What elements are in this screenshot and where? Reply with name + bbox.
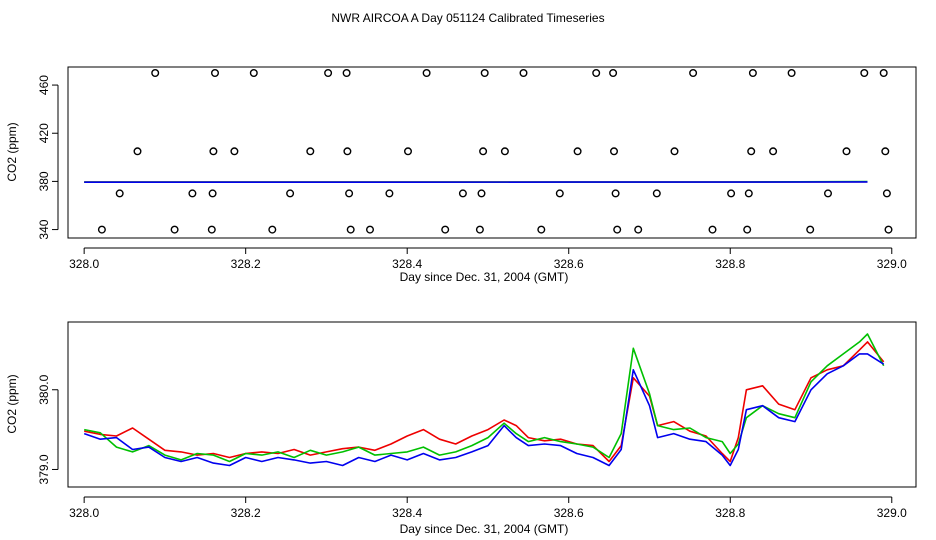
data-point <box>115 189 124 198</box>
x-tick-label: 329.0 <box>877 506 907 520</box>
bottom-panel-line: 328.0 328.2 328.4 328.6 328.8 329.0 379.0 380.… <box>5 321 917 536</box>
x-tick-label: 328.0 <box>69 257 99 271</box>
x-tick-label: 328.8 <box>715 257 745 271</box>
y-tick-label: 379.0 <box>37 454 51 484</box>
data-point <box>458 189 467 198</box>
bottom-panel-frame <box>67 321 917 488</box>
data-point <box>249 68 258 77</box>
bottom-series-lines <box>83 333 885 467</box>
data-point <box>744 189 753 198</box>
data-point <box>573 147 582 156</box>
data-point <box>727 189 736 198</box>
data-point <box>537 225 546 234</box>
top-x-axis: 328.0 328.2 328.4 328.6 328.8 329.0 <box>69 247 907 271</box>
data-point <box>477 189 486 198</box>
data-point <box>842 147 851 156</box>
data-point <box>188 189 197 198</box>
data-point <box>652 189 661 198</box>
data-point <box>209 147 218 156</box>
x-tick-label: 329.0 <box>877 257 907 271</box>
x-tick-label: 328.6 <box>554 257 584 271</box>
top-panel-scatter: 328.0 328.2 328.4 328.6 328.8 329.0 340 380 420… <box>5 66 917 284</box>
data-point <box>286 189 295 198</box>
data-point <box>747 147 756 156</box>
y-tick-label: 380.0 <box>37 374 51 404</box>
data-point <box>441 225 450 234</box>
y-tick-label: 340 <box>37 219 51 239</box>
data-point <box>610 147 619 156</box>
data-point <box>787 68 796 77</box>
data-point <box>824 189 833 198</box>
bottom-x-axis: 328.0 328.2 328.4 328.6 328.8 329.0 <box>69 496 907 520</box>
data-point <box>634 225 643 234</box>
x-tick-label: 328.6 <box>554 506 584 520</box>
data-point <box>592 68 601 77</box>
x-tick-label: 328.4 <box>392 506 422 520</box>
top-points <box>97 68 893 234</box>
data-point <box>879 68 888 77</box>
data-point <box>151 68 160 77</box>
data-point <box>208 189 217 198</box>
data-point <box>324 68 333 77</box>
data-point <box>480 68 489 77</box>
data-point <box>97 225 106 234</box>
data-point <box>422 68 431 77</box>
data-point <box>806 225 815 234</box>
data-point <box>882 189 891 198</box>
x-tick-label: 328.2 <box>231 257 261 271</box>
data-point <box>743 225 752 234</box>
data-point <box>670 147 679 156</box>
data-point <box>475 225 484 234</box>
data-point <box>210 68 219 77</box>
data-point <box>611 189 620 198</box>
x-tick-label: 328.8 <box>715 506 745 520</box>
bottom-y-axis: 379.0 380.0 <box>37 374 59 484</box>
top-series-lines <box>84 180 868 183</box>
x-tick-label: 328.4 <box>392 257 422 271</box>
top-x-axis-label: Day since Dec. 31, 2004 (GMT) <box>400 270 569 284</box>
data-point <box>306 147 315 156</box>
data-point <box>881 147 890 156</box>
top-y-axis: 340 380 420 460 <box>37 75 59 240</box>
data-point <box>342 68 351 77</box>
series-line-blue <box>83 353 885 467</box>
data-point <box>860 68 869 77</box>
bottom-x-axis-label: Day since Dec. 31, 2004 (GMT) <box>400 522 569 536</box>
top-panel-frame <box>67 66 917 239</box>
data-point <box>366 225 375 234</box>
y-tick-label: 460 <box>37 75 51 95</box>
series-line-red <box>84 341 885 463</box>
data-point <box>689 68 698 77</box>
data-point <box>346 225 355 234</box>
data-point <box>207 225 216 234</box>
data-point <box>385 189 394 198</box>
x-tick-label: 328.2 <box>231 506 261 520</box>
data-point <box>884 225 893 234</box>
data-point <box>404 147 413 156</box>
data-point <box>555 189 564 198</box>
data-point <box>479 147 488 156</box>
data-point <box>500 147 509 156</box>
data-point <box>708 225 717 234</box>
data-point <box>268 225 277 234</box>
top-y-axis-label: CO2 (ppm) <box>5 122 19 181</box>
data-point <box>519 68 528 77</box>
data-point <box>230 147 239 156</box>
data-point <box>748 68 757 77</box>
chart-title: NWR AIRCOA A Day 051124 Calibrated Times… <box>331 11 604 25</box>
data-point <box>609 68 618 77</box>
x-tick-label: 328.0 <box>69 506 99 520</box>
data-point <box>133 147 142 156</box>
data-point <box>170 225 179 234</box>
data-point <box>769 147 778 156</box>
data-point <box>345 189 354 198</box>
y-tick-label: 420 <box>37 123 51 143</box>
bottom-y-axis-label: CO2 (ppm) <box>5 374 19 433</box>
series-line-green <box>84 333 885 463</box>
data-point <box>343 147 352 156</box>
y-tick-label: 380 <box>37 171 51 191</box>
data-point <box>613 225 622 234</box>
